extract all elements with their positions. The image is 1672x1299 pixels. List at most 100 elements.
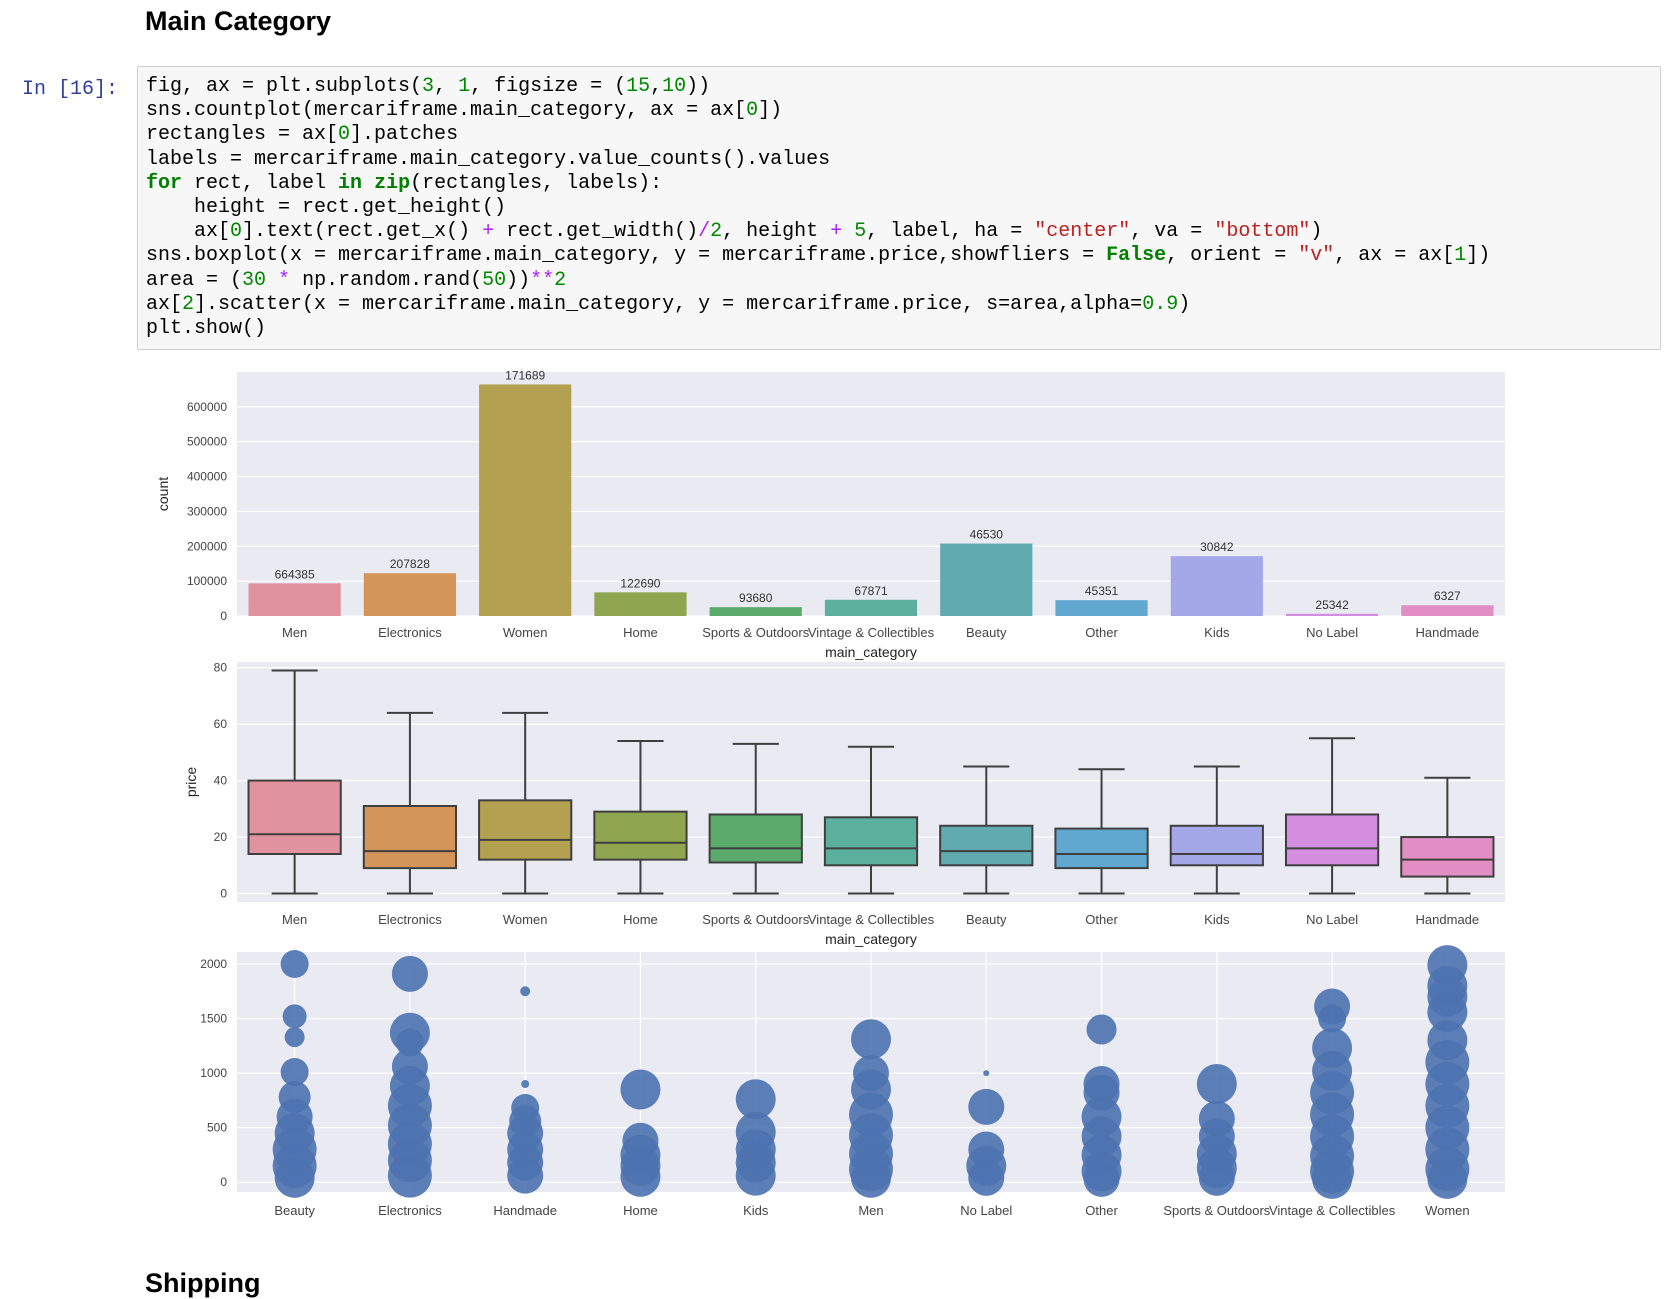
code-token: 3: [422, 75, 435, 98]
bar: [1285, 613, 1379, 616]
code-token: labels = mercariframe.main_category.valu…: [146, 147, 831, 171]
scatter-point: [520, 986, 531, 997]
x-tick-label: Electronics: [378, 912, 442, 927]
y-axis-label: price: [183, 767, 199, 798]
code-token: +: [830, 220, 843, 244]
x-tick-label: No Label: [1306, 912, 1358, 927]
x-tick-label: Vintage & Collectibles: [1269, 1203, 1396, 1218]
bar-label: 6327: [1434, 589, 1461, 603]
x-tick-label: Handmade: [493, 1203, 557, 1218]
scatter-point: [1196, 1064, 1237, 1104]
y-axis-label: count: [155, 477, 171, 511]
code-token: "bottom": [1214, 220, 1311, 244]
x-tick-label: Men: [282, 625, 307, 640]
scatter-point: [851, 1157, 891, 1198]
box: [247, 779, 342, 855]
x-tick-label: Handmade: [1416, 625, 1480, 640]
x-axis-label: main_category: [825, 644, 917, 660]
scatter-point: [274, 1157, 315, 1198]
scatter-point: [1083, 1160, 1120, 1197]
y-tick-label: 500000: [187, 435, 227, 449]
y-tick-label: 0: [220, 609, 227, 623]
code-token: 1: [1454, 244, 1467, 268]
code-token: , va =: [1130, 220, 1215, 244]
code-token: for: [146, 171, 183, 195]
bar-label: 171689: [505, 368, 545, 382]
x-tick-label: Kids: [1204, 625, 1230, 640]
x-axis-label: main_category: [825, 931, 917, 947]
code-token: 2: [710, 220, 723, 244]
x-tick-label: Electronics: [378, 625, 442, 640]
code-token: , orient =: [1166, 244, 1299, 268]
x-tick-label: Vintage & Collectibles: [808, 912, 935, 927]
y-tick-label: 100000: [187, 574, 227, 588]
bar: [479, 384, 572, 616]
code-token: )): [686, 75, 711, 98]
scatter-point: [282, 1004, 307, 1029]
x-tick-label: Beauty: [966, 625, 1007, 640]
code-token: 0: [746, 99, 759, 123]
scatter-point: [620, 1069, 661, 1110]
scatter-point: [983, 1070, 990, 1077]
y-tick-label: 2000: [200, 957, 227, 971]
box: [1054, 827, 1149, 870]
scatter-point: [521, 1080, 530, 1088]
code-token: plt.show(): [146, 317, 267, 341]
code-token: height = rect.get_height(): [146, 196, 507, 220]
scatter-point: [1427, 992, 1468, 1032]
scatter-point: [735, 1155, 776, 1196]
scatter-point: [851, 1019, 891, 1060]
code-token: ]): [758, 99, 783, 123]
boxplot-chart: 0 20 40 60 80 Men Electronics Women Home Sports &…: [183, 661, 1505, 947]
code-token: sns.countplot(mercariframe.main_category…: [146, 99, 747, 123]
scatter-point: [735, 1079, 776, 1120]
y-tick-label: 60: [214, 717, 228, 731]
x-tick-label: Men: [282, 912, 307, 927]
x-tick-label: Home: [623, 625, 658, 640]
section-heading: Main Category: [145, 6, 332, 36]
x-tick-label: Kids: [1204, 912, 1230, 927]
box: [1400, 836, 1495, 878]
code-token: sns.boxplot(x = mercariframe.main_catego…: [146, 244, 1107, 268]
code-token: ax[: [146, 220, 231, 244]
code-token: area = (: [146, 268, 243, 292]
code-token: fig, ax = plt.subplots(: [146, 75, 423, 98]
scatter-point: [1086, 1014, 1117, 1045]
code-token: ]): [1466, 244, 1491, 268]
box: [593, 810, 688, 861]
code-token: 50: [482, 268, 507, 292]
code-cell[interactable]: fig, ax = plt.subplots(3, 1, figsize = (…: [137, 66, 1661, 350]
x-tick-label: Women: [1425, 1203, 1470, 1218]
code-token: )): [506, 268, 531, 292]
output-figure: 0100000200000300000400000500000600000664…: [155, 368, 1505, 1218]
code-token: 1: [458, 75, 471, 98]
x-tick-label: Sports & Outdoors: [702, 912, 809, 927]
bar-label: 30842: [1200, 540, 1234, 554]
code-token: 30: [242, 268, 267, 292]
code-token: "center": [1034, 220, 1131, 244]
bar: [594, 592, 687, 616]
x-tick-label: Beauty: [966, 912, 1007, 927]
box: [939, 824, 1034, 867]
code-token: rectangles = ax[: [146, 123, 339, 147]
bar: [363, 573, 457, 616]
code-token: , height: [722, 220, 831, 244]
code-token: 2: [182, 292, 195, 316]
y-tick-label: 500: [207, 1121, 227, 1135]
scatter-point: [968, 1088, 1005, 1125]
box: [823, 816, 919, 867]
scatter-point: [620, 1156, 661, 1197]
x-tick-label: Home: [623, 912, 658, 927]
scatter-point: [1318, 1004, 1347, 1033]
x-tick-label: Sports & Outdoors: [702, 625, 809, 640]
scatter-point: [280, 1058, 309, 1086]
scatter-point: [507, 1157, 544, 1194]
code-editor[interactable]: fig, ax = plt.subplots(3, 1, figsize = (…: [146, 75, 1490, 341]
x-tick-label: Other: [1085, 912, 1118, 927]
code-token: ].patches: [350, 123, 459, 147]
scatter-point: [284, 1027, 305, 1048]
scatter-chart: 0 500 1000 1500 2000 Beauty Electronics Handmad…: [200, 945, 1505, 1218]
code-token: (rectangles, labels):: [410, 171, 663, 195]
bar-label: 67871: [854, 584, 888, 598]
bar: [940, 543, 1033, 616]
